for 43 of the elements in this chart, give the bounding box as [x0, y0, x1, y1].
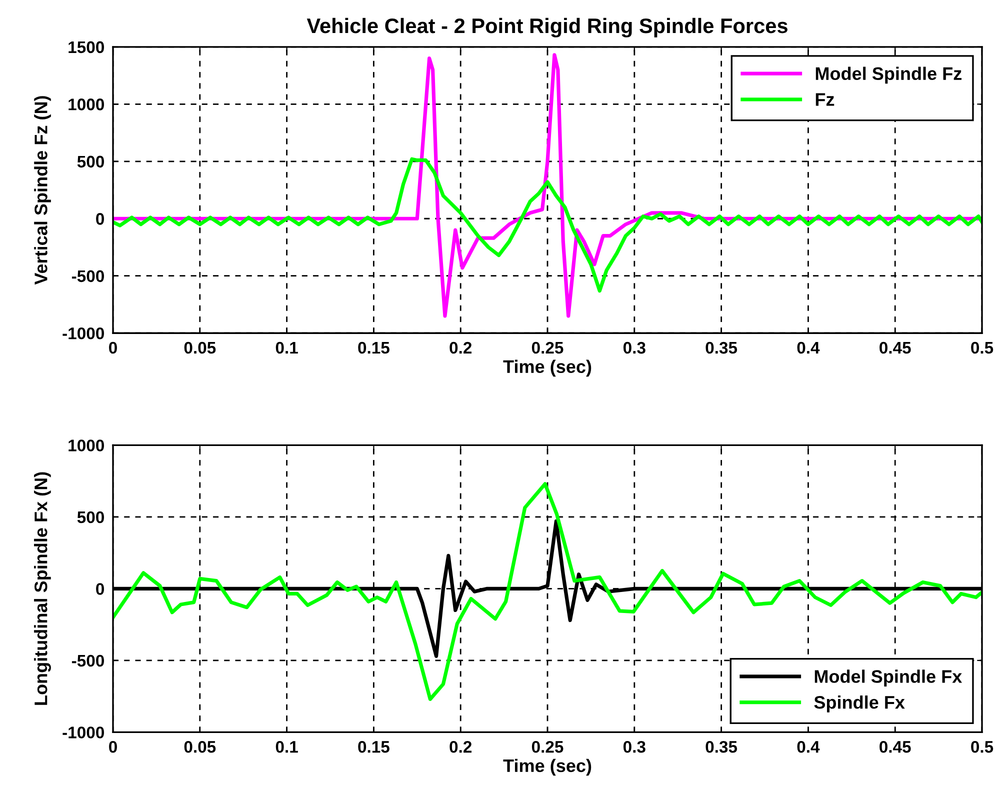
x-axis-title: Time (sec)	[503, 360, 592, 377]
x-tick-label: 0.1	[276, 740, 298, 753]
y-axis-title: Longitudinal Spindle Fx (N)	[34, 472, 51, 705]
y-axis-title: Vertical Spindle Fz (N)	[34, 96, 51, 285]
x-tick-label: 0.2	[450, 342, 472, 354]
y-tick-label: 1500	[68, 41, 104, 54]
x-tick-label: 0.35	[706, 342, 738, 354]
line-series	[113, 157, 982, 293]
y-tick-label: 0	[96, 583, 104, 595]
legend-label: Model Spindle Fx	[814, 670, 962, 686]
x-tick-label: 0.1	[276, 342, 298, 354]
x-tick-label: 0.25	[532, 740, 564, 753]
x-tick-label: 0.3	[623, 740, 646, 753]
x-tick-label: 0.5	[971, 342, 994, 354]
legend-label: Model Spindle Fz	[816, 66, 962, 84]
y-tick-label: 1000	[68, 98, 104, 110]
y-tick-label: 500	[77, 511, 104, 524]
legend-label: Fz	[816, 93, 834, 106]
y-tick-label: -500	[72, 654, 104, 667]
x-tick-label: 0.25	[532, 342, 564, 354]
y-tick-label: 500	[77, 156, 104, 168]
chart-title: Vehicle Cleat - 2 Point Rigid Ring Spindle Forces	[306, 18, 788, 38]
x-tick-label: 0.5	[971, 740, 994, 753]
x-tick-label: 0.35	[706, 740, 738, 753]
x-tick-label: 0.3	[623, 342, 646, 354]
y-tick-label: -1000	[62, 328, 104, 340]
legend-label: Spindle Fx	[814, 696, 905, 712]
y-tick-label: 0	[96, 213, 104, 225]
x-tick-label: 0.05	[184, 740, 216, 753]
x-tick-label: 0.2	[450, 740, 472, 753]
x-tick-label: 0.4	[797, 740, 820, 753]
y-tick-label: 1000	[68, 440, 104, 452]
x-tick-label: 0.45	[880, 740, 911, 753]
x-axis-title: Time (sec)	[503, 758, 592, 776]
x-tick-label: 0	[109, 342, 117, 354]
y-tick-label: -500	[72, 270, 104, 282]
x-tick-label: 0.05	[184, 342, 216, 354]
x-tick-label: 0.15	[358, 740, 390, 753]
x-tick-label: 0.4	[797, 342, 820, 354]
y-tick-label: -1000	[62, 726, 104, 738]
x-tick-label: 0	[109, 740, 117, 753]
x-tick-label: 0.15	[358, 342, 390, 354]
x-tick-label: 0.45	[880, 342, 911, 354]
